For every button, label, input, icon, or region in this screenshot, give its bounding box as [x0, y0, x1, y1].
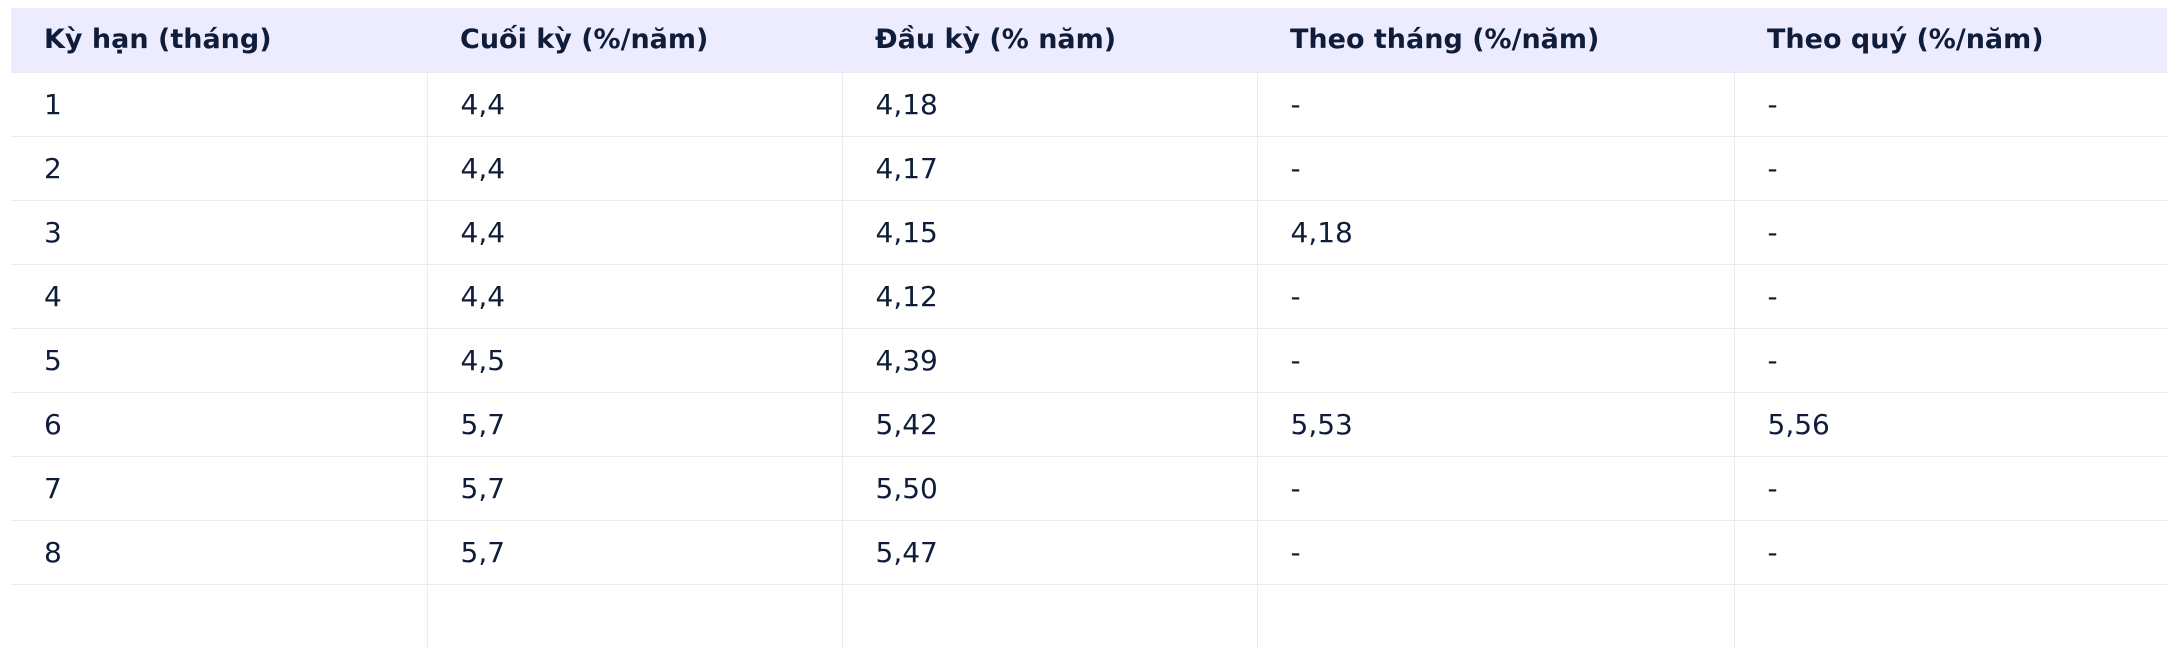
- cell-end-of-term: 5,7: [426, 519, 842, 584]
- cell-term: 7: [11, 455, 427, 520]
- header-monthly-rate: Theo tháng (%/năm): [1290, 24, 1600, 56]
- cell-monthly: 4,18: [1256, 199, 1734, 264]
- cell-end-of-term: 5,7: [426, 391, 842, 456]
- cell-term: 6: [11, 391, 427, 456]
- cell-end-of-term: 4,5: [426, 327, 842, 392]
- cell-start-of-term: 5,50: [841, 455, 1257, 520]
- cell-quarterly: -: [1733, 455, 2167, 520]
- cell-quarterly: -: [1733, 135, 2167, 200]
- cell-empty: [426, 583, 842, 648]
- cell-end-of-term: 5,7: [426, 455, 842, 520]
- cell-start-of-term: 5,42: [841, 391, 1257, 456]
- cell-end-of-term: 4,4: [426, 135, 842, 200]
- cell-empty: [11, 583, 427, 648]
- table-header: Kỳ hạn (tháng) Cuối kỳ (%/năm) Đầu kỳ (%…: [11, 8, 2167, 72]
- cell-empty: [1256, 583, 1734, 648]
- table-row: 8 5,7 5,47 - -: [11, 519, 2167, 584]
- table-row: 3 4,4 4,15 4,18 -: [11, 199, 2167, 264]
- cell-empty: [1733, 583, 2167, 648]
- cell-monthly: -: [1256, 455, 1734, 520]
- cell-quarterly: -: [1733, 199, 2167, 264]
- cell-quarterly: 5,56: [1733, 391, 2167, 456]
- cell-start-of-term: 4,18: [841, 71, 1257, 136]
- header-end-of-term-rate: Cuối kỳ (%/năm): [460, 24, 709, 56]
- cell-quarterly: -: [1733, 327, 2167, 392]
- interest-rate-table-container: Kỳ hạn (tháng) Cuối kỳ (%/năm) Đầu kỳ (%…: [11, 8, 2167, 648]
- cell-monthly: -: [1256, 327, 1734, 392]
- table-row: 6 5,7 5,42 5,53 5,56: [11, 391, 2167, 456]
- table-row: 1 4,4 4,18 - -: [11, 71, 2167, 136]
- cell-start-of-term: 4,12: [841, 263, 1257, 328]
- table-row: 7 5,7 5,50 - -: [11, 455, 2167, 520]
- header-start-of-term-rate: Đầu kỳ (% năm): [875, 24, 1117, 56]
- cell-empty: [841, 583, 1257, 648]
- cell-term: 3: [11, 199, 427, 264]
- table-row: 2 4,4 4,17 - -: [11, 135, 2167, 200]
- cell-start-of-term: 4,39: [841, 327, 1257, 392]
- cell-quarterly: -: [1733, 519, 2167, 584]
- cell-term: 5: [11, 327, 427, 392]
- cell-term: 2: [11, 135, 427, 200]
- cell-monthly: -: [1256, 263, 1734, 328]
- cell-term: 1: [11, 71, 427, 136]
- cell-monthly: -: [1256, 71, 1734, 136]
- cell-start-of-term: 4,15: [841, 199, 1257, 264]
- table-row-partial: [11, 583, 2167, 648]
- cell-quarterly: -: [1733, 71, 2167, 136]
- cell-end-of-term: 4,4: [426, 71, 842, 136]
- cell-term: 4: [11, 263, 427, 328]
- header-term-months: Kỳ hạn (tháng): [44, 24, 272, 56]
- header-quarterly-rate: Theo quý (%/năm): [1767, 24, 2044, 56]
- cell-start-of-term: 5,47: [841, 519, 1257, 584]
- cell-monthly: -: [1256, 519, 1734, 584]
- table-row: 4 4,4 4,12 - -: [11, 263, 2167, 328]
- table-row: 5 4,5 4,39 - -: [11, 327, 2167, 392]
- cell-end-of-term: 4,4: [426, 263, 842, 328]
- header-row: Kỳ hạn (tháng) Cuối kỳ (%/năm) Đầu kỳ (%…: [11, 8, 2167, 72]
- cell-monthly: 5,53: [1256, 391, 1734, 456]
- cell-monthly: -: [1256, 135, 1734, 200]
- table-body: 1 4,4 4,18 - - 2 4,4 4,17 - - 3 4,4 4,15…: [11, 71, 2167, 648]
- interest-rate-table: Kỳ hạn (tháng) Cuối kỳ (%/năm) Đầu kỳ (%…: [11, 8, 2167, 648]
- cell-quarterly: -: [1733, 263, 2167, 328]
- cell-end-of-term: 4,4: [426, 199, 842, 264]
- cell-term: 8: [11, 519, 427, 584]
- cell-start-of-term: 4,17: [841, 135, 1257, 200]
